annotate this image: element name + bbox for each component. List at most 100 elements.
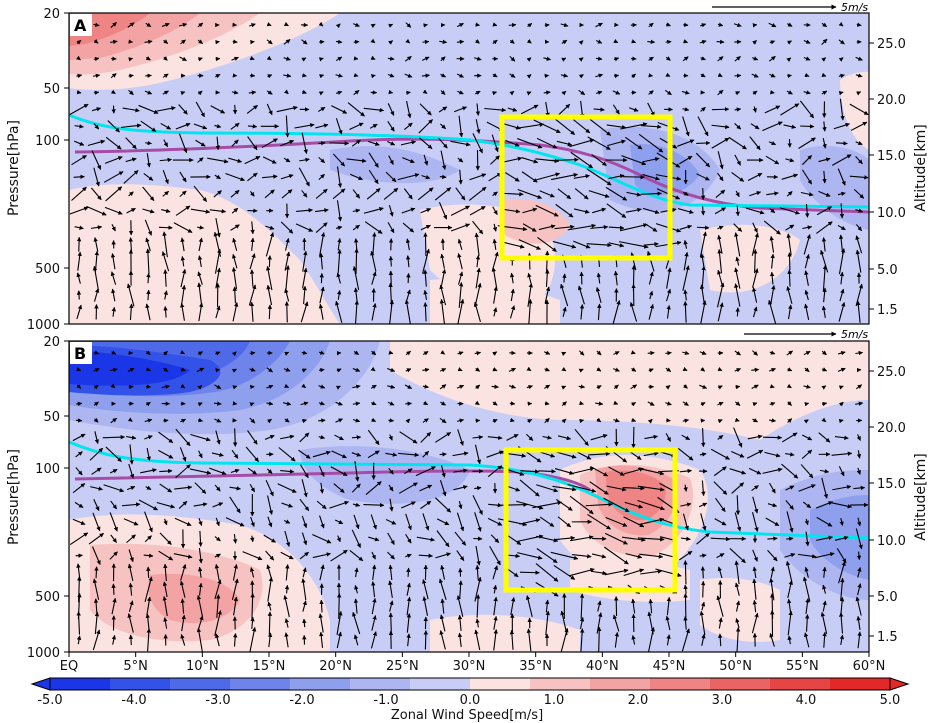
wind-vector: [262, 156, 277, 164]
wind-vector: [458, 281, 464, 308]
wind-vector: [370, 38, 376, 44]
y-tick-a-100: 100: [35, 134, 60, 149]
wind-vector: [162, 190, 169, 197]
wind-vector: [835, 141, 848, 146]
wind-vector: [406, 289, 411, 301]
wind-vector: [179, 22, 188, 28]
wind-vector: [128, 237, 133, 252]
y-tick-a-50: 50: [43, 82, 60, 97]
wind-vector: [74, 225, 84, 230]
wind-vector: [590, 224, 609, 230]
wind-vector: [284, 288, 290, 302]
wind-vector: [180, 367, 186, 372]
wind-vector: [93, 598, 99, 614]
wind-vector: [214, 124, 222, 129]
wind-vector: [492, 223, 498, 232]
wind-vector: [127, 563, 134, 582]
wind-vector: [72, 433, 86, 442]
wind-vector: [752, 23, 758, 28]
colorbar-label: -1.0: [373, 693, 398, 708]
wind-vector: [128, 463, 135, 479]
wind-vector: [535, 204, 559, 217]
wind-vector: [818, 190, 831, 197]
wind-vector: [110, 89, 116, 95]
colorbar-label: -3.0: [205, 693, 230, 708]
wind-vector: [335, 118, 343, 135]
wind-vector: [144, 576, 153, 603]
wind-vector: [621, 155, 647, 166]
wind-vector: [502, 156, 523, 163]
wind-vector: [159, 157, 173, 163]
wind-vector: [605, 186, 628, 201]
wind-vector: [768, 55, 776, 62]
wind-vector: [683, 22, 689, 27]
wind-vector: [626, 191, 642, 197]
wind-vector: [855, 208, 864, 213]
wind-vector: [76, 611, 81, 635]
wind-vector: [804, 270, 809, 286]
wind-vector: [231, 90, 239, 95]
wind-vectors-b: [69, 350, 869, 652]
wind-vector: [388, 255, 394, 267]
wind-vector: [780, 103, 800, 116]
wind-vector: [250, 39, 255, 45]
x-ticks: EQ 5°N 10°N 15°N 20°N 25°N 30°N 35°N 40°N 45°N 50°…: [60, 652, 885, 674]
wind-vector: [93, 350, 99, 355]
wind-vector: [838, 418, 844, 424]
x-tick-label: EQ: [60, 659, 78, 674]
alt-tick-a-15: 15.0: [877, 149, 906, 164]
wind-vector: [231, 56, 239, 61]
wind-vector: [302, 73, 307, 78]
wind-vector: [786, 190, 793, 197]
wind-vector: [162, 56, 168, 61]
wind-vector: [76, 367, 82, 372]
wind-vector: [665, 56, 671, 61]
wind-vector: [800, 124, 815, 129]
wind-vector: [423, 154, 429, 166]
wind-vector: [76, 635, 82, 645]
wind-vector: [195, 139, 206, 147]
wind-vector: [389, 299, 395, 324]
wind-vector: [214, 248, 222, 274]
wind-vector: [388, 238, 394, 251]
wind-vector: [351, 139, 361, 147]
wind-vector: [110, 253, 116, 270]
wind-vector: [232, 39, 238, 44]
wind-vector: [162, 170, 169, 185]
wind-vector: [336, 200, 343, 222]
wind-vector: [363, 207, 384, 214]
wind-vector: [163, 39, 169, 44]
wind-vector: [121, 502, 141, 507]
wind-vector: [595, 90, 603, 95]
wind-vector: [804, 289, 809, 301]
wind-vector: [700, 300, 707, 324]
wind-vector: [749, 136, 761, 151]
wind-vector: [72, 483, 86, 494]
wind-vector: [93, 90, 100, 95]
wind-vector: [163, 306, 168, 318]
wind-vector: [770, 253, 775, 269]
wind-vector: [159, 532, 172, 545]
wind-vector: [509, 39, 515, 44]
wind-vector: [73, 174, 85, 180]
wind-vector: [111, 350, 117, 355]
wind-vector: [492, 73, 498, 78]
panel-label-a: A: [74, 16, 87, 35]
y-axis-right-label-a: Altitude[km]: [913, 124, 929, 211]
wind-vector: [196, 225, 205, 230]
wind-vector: [420, 208, 432, 214]
wind-vector: [457, 238, 463, 250]
wind-vector: [92, 512, 101, 532]
wind-vector: [302, 267, 308, 289]
wind-vector: [423, 289, 428, 301]
alt-tick-b-5: 5.0: [877, 590, 898, 605]
wind-vector: [683, 39, 688, 44]
wind-vector: [105, 136, 122, 150]
wind-vector: [683, 300, 688, 323]
wind-vector: [110, 73, 117, 79]
wind-vector: [159, 483, 173, 493]
wind-vector: [510, 288, 515, 302]
wind-vector: [849, 103, 869, 116]
y-ticks-left-a: 20 50 100 500 1000: [27, 7, 69, 333]
wind-vector: [838, 73, 845, 79]
